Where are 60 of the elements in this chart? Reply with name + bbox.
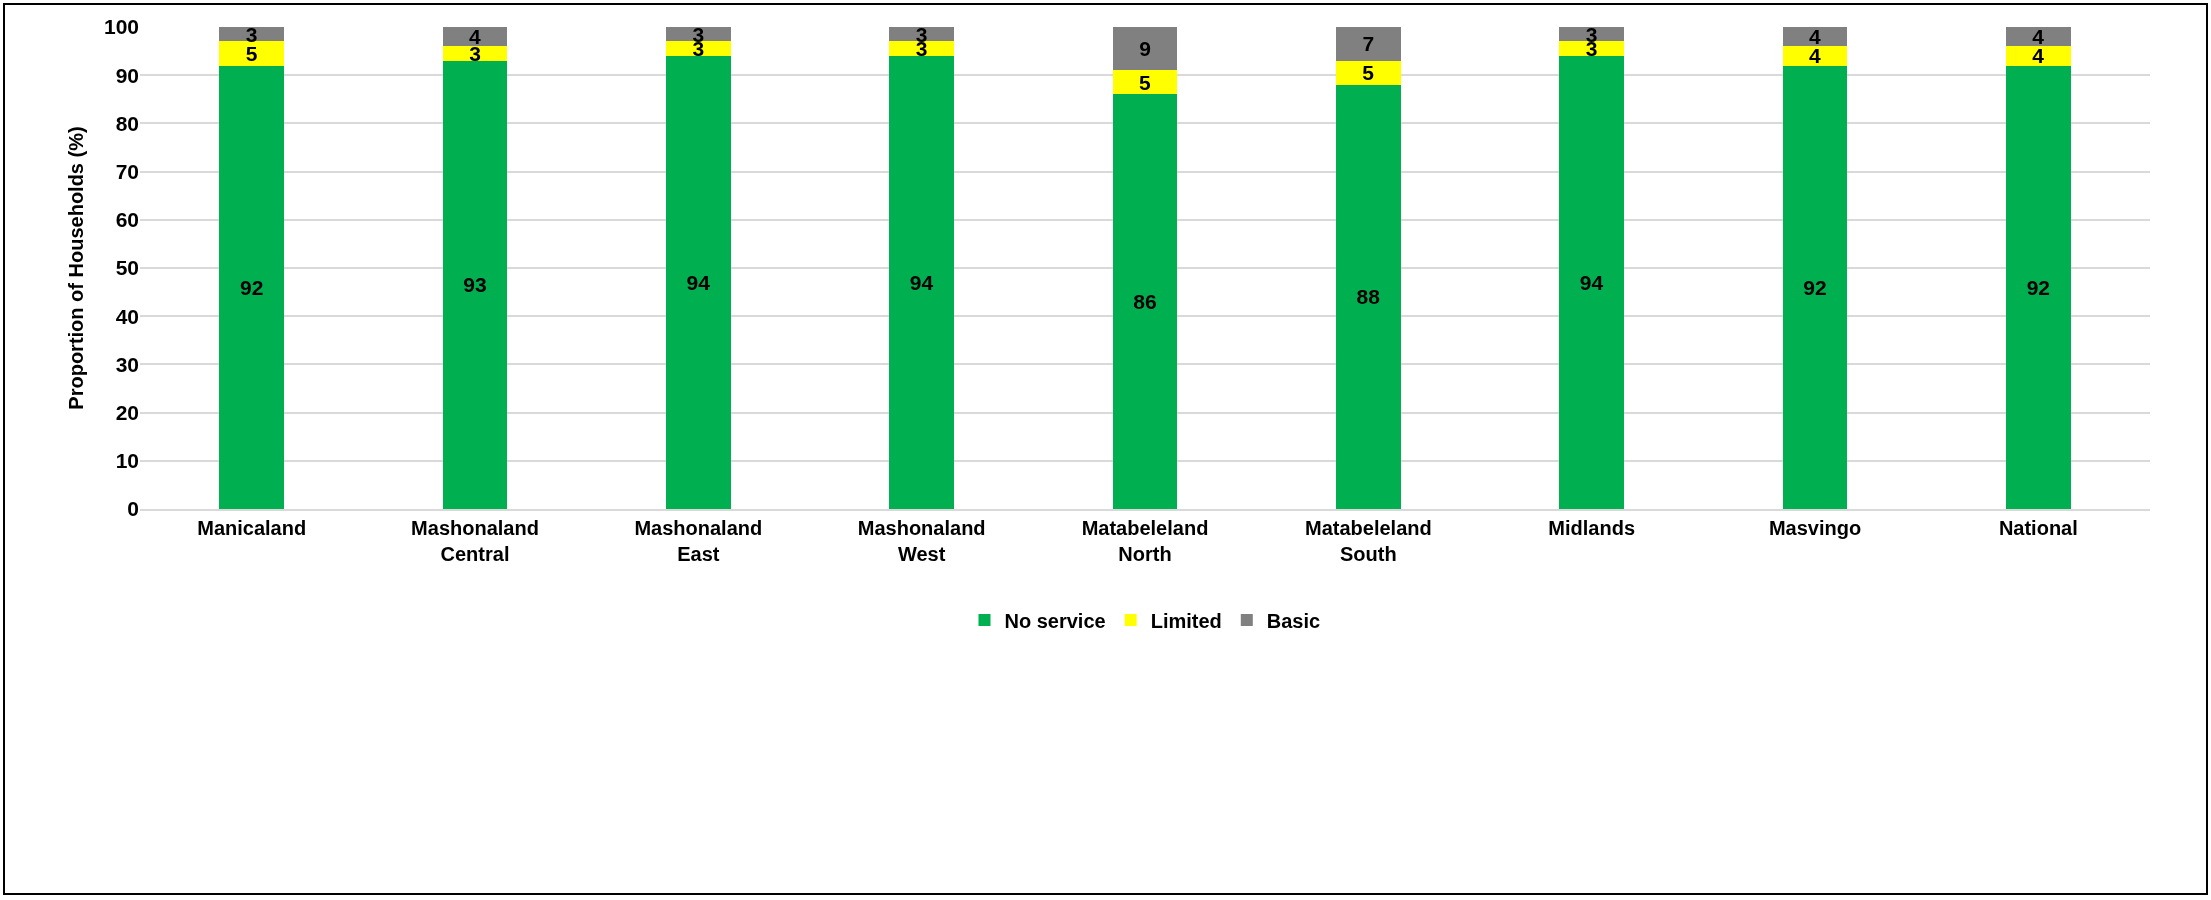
legend-label: No service	[1004, 609, 1106, 632]
x-tick-label: Midlands	[1548, 516, 1636, 539]
y-tick-label: 10	[115, 449, 139, 473]
legend-label: Basic	[1266, 609, 1321, 632]
y-axis-title: Proportion of Households (%)	[65, 126, 88, 410]
y-tick-label: 100	[103, 15, 139, 39]
x-tick-label: Matabeleland North	[1081, 516, 1209, 565]
bar	[665, 41, 731, 56]
data-label: 92	[2026, 275, 2051, 299]
x-tick-label: Manicaland	[197, 516, 307, 539]
data-label: 92	[1803, 275, 1827, 299]
x-tick-label: Matabeleland South	[1304, 516, 1432, 565]
data-label: 88	[1356, 285, 1381, 309]
bar	[1112, 70, 1178, 95]
data-label: 94	[909, 270, 934, 294]
y-tick-label: 80	[115, 111, 139, 135]
y-tick-label: 0	[127, 497, 139, 521]
bar	[2005, 46, 2071, 66]
x-tick-label: Mashonaland East	[634, 516, 763, 565]
y-tick-label: 90	[115, 63, 139, 87]
data-label: 86	[1133, 290, 1157, 314]
bar	[889, 41, 955, 56]
bar	[442, 60, 508, 509]
data-label: 5	[1362, 61, 1375, 85]
bar	[1782, 27, 1848, 47]
bar	[889, 55, 955, 509]
bar	[665, 55, 731, 509]
data-label: 7	[1362, 32, 1375, 56]
data-label: 5	[1139, 70, 1151, 94]
bar	[1559, 55, 1625, 509]
bar	[219, 41, 285, 66]
bar	[1335, 27, 1401, 61]
bar	[2005, 65, 2071, 509]
bar	[1782, 46, 1848, 66]
data-label: 94	[686, 270, 711, 294]
bar	[1335, 60, 1401, 85]
bar	[1782, 65, 1848, 509]
bar	[442, 27, 508, 47]
bar	[1559, 41, 1625, 56]
bar	[2005, 27, 2071, 47]
y-tick-label: 20	[115, 400, 139, 424]
legend-label: Limited	[1150, 609, 1222, 632]
data-label: 94	[1579, 270, 1604, 294]
y-tick-label: 40	[115, 304, 139, 328]
x-tick-label: Mashonaland Central	[411, 516, 539, 565]
bar	[219, 65, 285, 509]
bar	[442, 46, 508, 61]
bar	[1112, 94, 1178, 509]
y-tick-label: 60	[115, 208, 139, 232]
x-tick-label: National	[1998, 516, 2078, 539]
y-tick-label: 70	[115, 159, 139, 183]
bar	[1112, 27, 1178, 71]
data-label: 9	[1139, 37, 1151, 61]
x-tick-label: Masvingo	[1768, 516, 1862, 539]
x-tick-label: Mashonaland West	[857, 516, 986, 565]
data-label: 93	[463, 273, 487, 297]
bar	[1335, 84, 1401, 509]
y-tick-label: 30	[115, 352, 139, 376]
y-tick-label: 50	[115, 256, 139, 280]
data-label: 92	[239, 275, 264, 299]
